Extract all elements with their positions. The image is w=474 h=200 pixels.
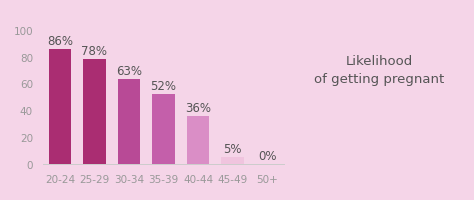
Bar	[49, 49, 71, 164]
Bar	[152, 95, 175, 164]
Bar	[118, 80, 140, 164]
Bar	[221, 157, 244, 164]
Bar	[83, 60, 106, 164]
Text: 86%: 86%	[47, 34, 73, 47]
Text: 52%: 52%	[151, 80, 176, 93]
Text: 5%: 5%	[223, 142, 242, 155]
Text: 36%: 36%	[185, 101, 211, 114]
Text: 78%: 78%	[82, 45, 108, 58]
Text: 63%: 63%	[116, 65, 142, 78]
Text: Likelihood
of getting pregnant: Likelihood of getting pregnant	[314, 55, 444, 85]
Bar	[187, 116, 210, 164]
Text: 0%: 0%	[258, 149, 276, 162]
